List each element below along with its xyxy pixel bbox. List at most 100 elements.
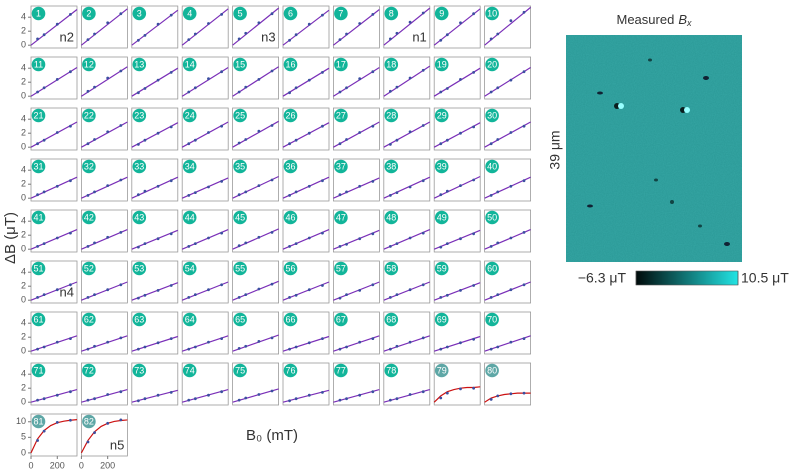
data-point [156,184,160,188]
data-point [307,393,311,397]
panel-badge [31,57,46,72]
panel: 28 [383,107,431,151]
panel-label: 81 [33,416,43,426]
panel-badge [31,363,46,378]
data-point [207,22,210,25]
data-point [86,398,90,402]
panel-label: 30 [487,110,497,120]
data-point [207,77,210,81]
data-point [36,296,39,299]
panel-label: 67 [336,314,346,324]
panel: 0 2 4 31 [21,158,78,203]
data-point [294,293,298,297]
data-point [459,289,462,292]
data-point [244,190,248,194]
data-point [93,32,96,36]
panel: 37 [332,158,380,202]
data-point [395,397,399,401]
colorbar-label: 10.5 μT [741,270,789,286]
panel-label: 56 [285,263,295,273]
panel-badge [132,159,147,174]
panel-label: 78 [386,365,396,375]
data-point [445,293,449,297]
heatmap-title-subscript: x [686,18,692,28]
data-point [136,38,140,42]
panel-badge [132,108,147,123]
panel-label: 42 [84,212,94,222]
data-point [338,193,342,197]
data-point [509,78,513,82]
panel: 15 [232,56,280,100]
panel-label: 79 [437,365,447,375]
panel-badge [434,159,449,174]
data-point [408,393,412,396]
panel-badge [233,108,247,123]
panel-label: 57 [336,263,346,273]
panel: 3 [131,5,179,49]
panel-badge [182,57,197,72]
panel: 74 [181,362,229,406]
panel: 80 [484,362,532,406]
data-point [445,138,449,142]
panel: 35 [232,158,280,202]
data-point [345,397,348,401]
panel: 63 [131,311,179,355]
data-point [388,347,392,351]
data-point [321,124,324,128]
y-tick-label: 4 [21,369,26,379]
y-tick-label: 2 [21,332,26,342]
data-point [388,245,392,248]
panel-note: n3 [261,29,275,44]
data-point [93,397,96,401]
data-point [421,11,425,15]
data-point [338,38,342,41]
panel: 38 [383,158,431,202]
data-point [257,393,261,396]
data-point [193,32,197,36]
panel-badge [434,312,449,327]
data-point [93,138,96,141]
data-point [270,178,274,182]
panel: 73 [131,362,179,406]
data-point [294,86,298,90]
data-point [439,347,443,351]
panel: 13 [131,56,179,100]
data-point [345,32,348,36]
panel-label: 37 [336,161,346,171]
data-point [421,124,425,127]
panel-label: 41 [33,212,43,222]
data-point [345,190,348,194]
data-point [86,347,90,351]
data-point [388,194,392,197]
data-point [143,345,147,349]
data-point [358,184,362,188]
data-point [136,347,140,351]
panel-label: 12 [84,59,94,69]
panel-badge [434,108,449,123]
panel-label: 18 [386,59,396,69]
data-point [207,236,210,240]
panel-badge [384,261,399,276]
data-point [509,236,513,240]
data-point [439,245,443,249]
y-tick-label: 0 [21,397,26,407]
data-point [93,241,96,245]
data-point [244,85,248,89]
data-point [244,241,248,245]
heatmap-features [587,58,730,246]
panel-badge [334,6,348,21]
panel-label: 35 [235,161,245,171]
data-point [237,193,241,197]
panel-badge [485,210,499,225]
panel-badge [31,6,46,21]
data-point [69,231,72,235]
data-point [345,242,348,246]
y-tick-label: 0 [21,193,26,203]
data-point [207,393,210,397]
panel-label: 23 [134,110,144,120]
data-point [193,191,197,195]
panel: 76 [282,362,330,406]
colorbar [635,270,739,286]
panel: 46 [282,209,330,253]
